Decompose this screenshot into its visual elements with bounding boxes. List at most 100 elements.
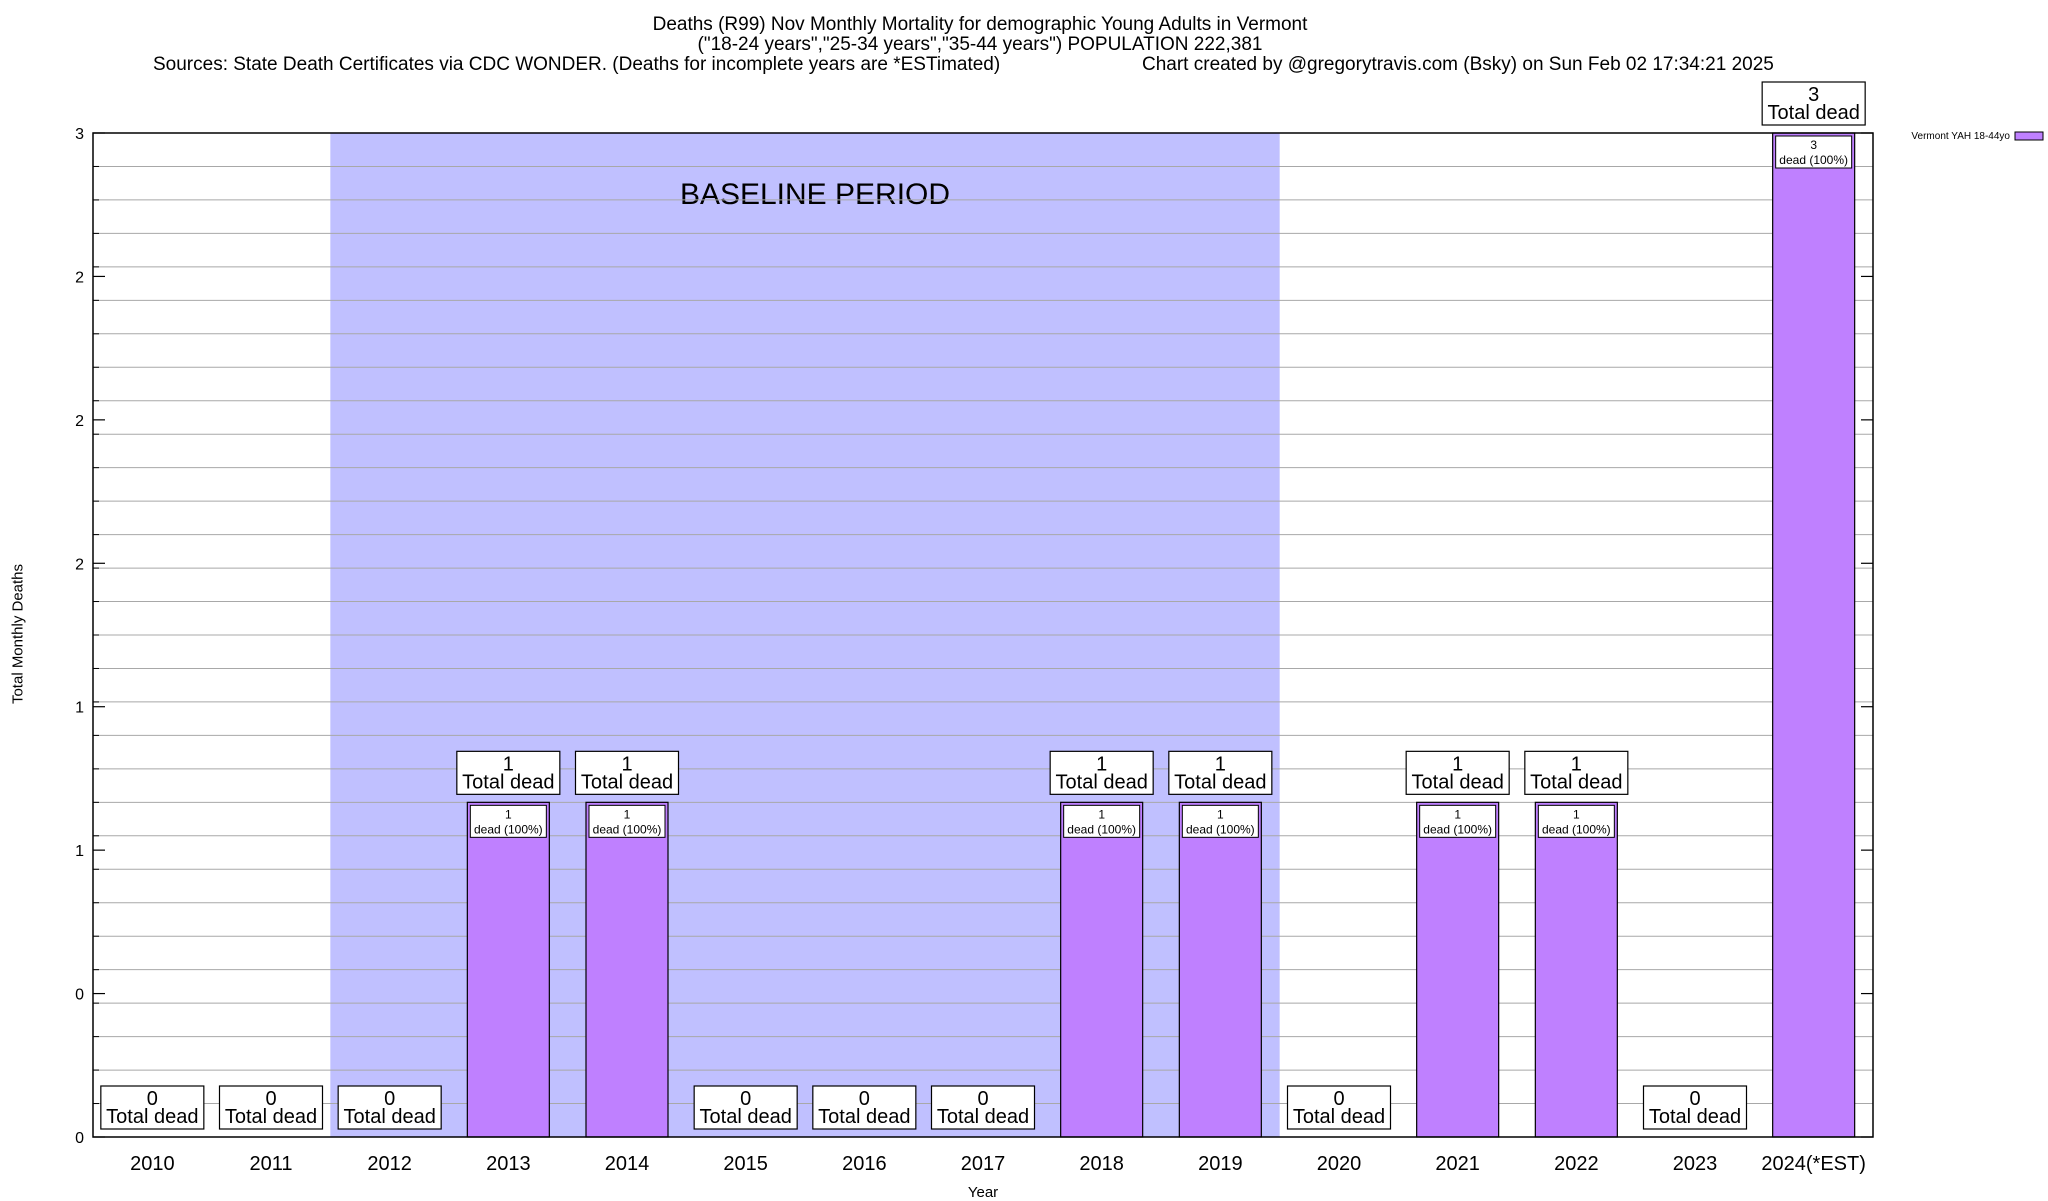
x-tick-label: 2010: [130, 1153, 175, 1175]
total-label-box: [1524, 750, 1629, 795]
x-tick-label: 2017: [961, 1153, 1006, 1175]
total-label-text: Total dead: [462, 771, 554, 793]
total-label-box: [456, 750, 561, 795]
total-label-text: Total dead: [1174, 771, 1266, 793]
bar-inner-value: 1: [1454, 807, 1461, 821]
y-tick-label: 0: [75, 1130, 84, 1147]
bar-inner-label-box: [1419, 804, 1497, 838]
bar-2021: [1416, 801, 1500, 1138]
bar-inner-label-box: [1537, 804, 1615, 838]
total-label-box: [218, 1085, 324, 1130]
chart-sources: Sources: State Death Certificates via CD…: [153, 54, 1001, 75]
x-tick-label: 2014: [605, 1153, 650, 1175]
chart-credit: Chart created by @gregorytravis.com (Bsk…: [1142, 54, 1774, 75]
x-tick-label: 2022: [1554, 1153, 1599, 1175]
bar-inner-value: 1: [1573, 807, 1580, 821]
total-label-box: [100, 1085, 205, 1130]
baseline-label: BASELINE PERIOD: [680, 178, 950, 211]
bar-inner-value: 1: [1217, 807, 1224, 821]
total-label-text: Total dead: [581, 771, 673, 793]
x-tick-label: 2023: [1673, 1153, 1718, 1175]
total-label-text: Total dead: [1530, 771, 1622, 793]
total-label-box: [1405, 750, 1510, 795]
total-label-box: [1761, 81, 1866, 126]
total-label-text: Total dead: [1056, 771, 1148, 793]
total-label-text: Total dead: [700, 1106, 792, 1128]
y-tick-label: 2: [75, 413, 84, 430]
bar-2013: [466, 801, 550, 1138]
bar-2014: [585, 801, 669, 1138]
bar-inner-label: dead (100%): [1423, 822, 1492, 836]
x-tick-label: 2020: [1317, 1153, 1362, 1175]
total-label-text: Total dead: [818, 1106, 910, 1128]
total-label-value: 1: [1452, 753, 1463, 775]
bar-inner-value: 1: [505, 807, 512, 821]
bar-inner-label-box: [1775, 135, 1853, 169]
total-label-text: Total dead: [1649, 1106, 1741, 1128]
x-tick-label: 2011: [249, 1153, 292, 1175]
bar-inner-label: dead (100%): [474, 822, 543, 836]
bar-inner-label: dead (100%): [1186, 822, 1255, 836]
total-label-text: Total dead: [1768, 102, 1860, 124]
total-label-value: 0: [147, 1088, 158, 1110]
total-label-value: 1: [503, 753, 514, 775]
total-label-value: 1: [1215, 753, 1226, 775]
y-tick-label: 3: [75, 126, 84, 143]
bar-inner-label-box: [1181, 804, 1259, 838]
x-tick-label: 2019: [1198, 1153, 1243, 1175]
total-label-text: Total dead: [1412, 771, 1504, 793]
total-label-value: 0: [740, 1088, 751, 1110]
bar-inner-label: dead (100%): [593, 822, 662, 836]
total-label-text: Total dead: [106, 1106, 198, 1128]
legend-swatch: [2014, 131, 2044, 141]
bar-inner-label: dead (100%): [1779, 153, 1848, 167]
total-label-box: [337, 1085, 442, 1130]
bar-inner-label-box: [588, 804, 666, 838]
bar-2019: [1178, 801, 1262, 1138]
total-label-value: 1: [621, 753, 632, 775]
total-label-value: 1: [1096, 753, 1107, 775]
total-label-value: 0: [265, 1088, 276, 1110]
total-label-text: Total dead: [225, 1106, 317, 1128]
bar-inner-label: dead (100%): [1542, 822, 1611, 836]
x-tick-label: 2024(*EST): [1761, 1153, 1866, 1175]
x-tick-label: 2013: [486, 1153, 531, 1175]
y-tick-label: 2: [75, 556, 84, 573]
x-tick-label: 2018: [1079, 1153, 1124, 1175]
total-label-value: 0: [1333, 1088, 1344, 1110]
chart-subtitle: ("18-24 years","25-34 years","35-44 year…: [697, 34, 1263, 55]
total-label-box: [1168, 750, 1273, 795]
total-label-value: 0: [1689, 1088, 1700, 1110]
bar-inner-label-box: [1063, 804, 1141, 838]
total-label-text: Total dead: [1293, 1106, 1385, 1128]
bar-inner-value: 3: [1810, 138, 1817, 152]
x-tick-label: 2015: [723, 1153, 768, 1175]
total-label-box: [1049, 750, 1154, 795]
x-axis-label: Year: [967, 1184, 999, 1201]
total-label-box: [693, 1085, 798, 1130]
plot-frame: [92, 132, 1874, 1138]
bar-inner-label: dead (100%): [1067, 822, 1136, 836]
total-label-value: 0: [859, 1088, 870, 1110]
x-tick-label: 2012: [367, 1153, 412, 1175]
total-label-box: [1286, 1085, 1392, 1130]
total-label-value: 0: [977, 1088, 988, 1110]
total-label-box: [812, 1085, 917, 1130]
x-tick-label: 2016: [842, 1153, 887, 1175]
y-tick-label: 1: [75, 700, 84, 717]
legend-label: Vermont YAH 18-44yo: [1911, 131, 2010, 142]
total-label-box: [574, 750, 680, 795]
total-label-text: Total dead: [344, 1106, 436, 1128]
total-label-text: Total dead: [937, 1106, 1029, 1128]
bar-inner-value: 1: [624, 807, 631, 821]
chart-title: Deaths (R99) Nov Monthly Mortality for d…: [652, 14, 1308, 35]
bar-2024(*EST): [1772, 132, 1856, 1138]
total-label-value: 1: [1571, 753, 1582, 775]
total-label-value: 3: [1808, 84, 1819, 106]
total-label-value: 0: [384, 1088, 395, 1110]
bar-2022: [1534, 801, 1618, 1138]
y-tick-label: 0: [75, 987, 84, 1004]
bar-2018: [1060, 801, 1144, 1138]
total-label-box: [1642, 1085, 1748, 1130]
